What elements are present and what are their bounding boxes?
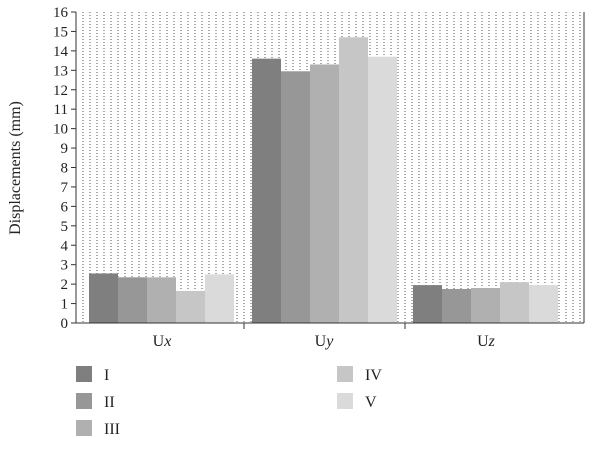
bar-IV-Uy xyxy=(339,37,368,324)
y-tick-label: 10 xyxy=(53,122,68,138)
x-category-label: Ux xyxy=(153,333,172,350)
bar-V-Uy xyxy=(368,56,397,324)
bar-IV-Ux xyxy=(176,290,205,323)
legend-label-III: III xyxy=(104,421,120,438)
y-tick-label: 3 xyxy=(61,258,69,274)
y-tick-label: 0 xyxy=(61,316,69,332)
bar-IV-Uz xyxy=(500,282,529,323)
bar-II-Uy xyxy=(281,71,310,323)
bar-I-Ux xyxy=(89,273,118,323)
bar-III-Ux xyxy=(147,277,176,323)
legend-label-IV: IV xyxy=(365,367,382,384)
y-tick-label: 2 xyxy=(61,277,69,293)
y-tick-label: 13 xyxy=(53,63,68,79)
y-tick-label: 5 xyxy=(61,219,69,235)
bar-V-Ux xyxy=(205,274,234,323)
legend-swatch-II xyxy=(76,393,92,409)
y-tick-label: 1 xyxy=(61,297,69,313)
y-tick-label: 14 xyxy=(53,44,69,60)
y-tick-label: 9 xyxy=(61,141,69,157)
y-tick-label: 8 xyxy=(61,161,69,177)
y-tick-label: 7 xyxy=(61,180,69,196)
bar-III-Uy xyxy=(310,64,339,323)
x-category-label: Uy xyxy=(315,333,335,350)
legend-swatch-III xyxy=(76,420,92,436)
y-tick-label: 11 xyxy=(54,102,68,118)
bars xyxy=(89,37,558,324)
y-tick-label: 16 xyxy=(53,5,69,21)
y-tick-label: 12 xyxy=(53,83,68,99)
x-category-labels: Ux Uy Uz xyxy=(153,323,496,350)
legend-swatch-V xyxy=(337,393,353,409)
x-category-label: Uz xyxy=(477,333,496,350)
bar-V-Uz xyxy=(529,285,558,323)
legend-label-V: V xyxy=(365,394,377,411)
legend-swatch-IV xyxy=(337,366,353,382)
bar-I-Uy xyxy=(252,58,281,324)
legend-label-I: I xyxy=(104,367,109,384)
bar-III-Uz xyxy=(471,288,500,323)
legend-swatch-I xyxy=(76,366,92,382)
y-tick-label: 15 xyxy=(53,24,68,40)
bar-II-Uz xyxy=(442,288,471,323)
bar-I-Uz xyxy=(413,285,442,323)
y-tick-label: 6 xyxy=(61,199,69,215)
y-tick-label: 4 xyxy=(61,238,69,254)
bar-II-Ux xyxy=(118,277,147,323)
legend-label-II: II xyxy=(104,394,115,411)
y-axis-label: Displacements (mm) xyxy=(7,101,24,235)
